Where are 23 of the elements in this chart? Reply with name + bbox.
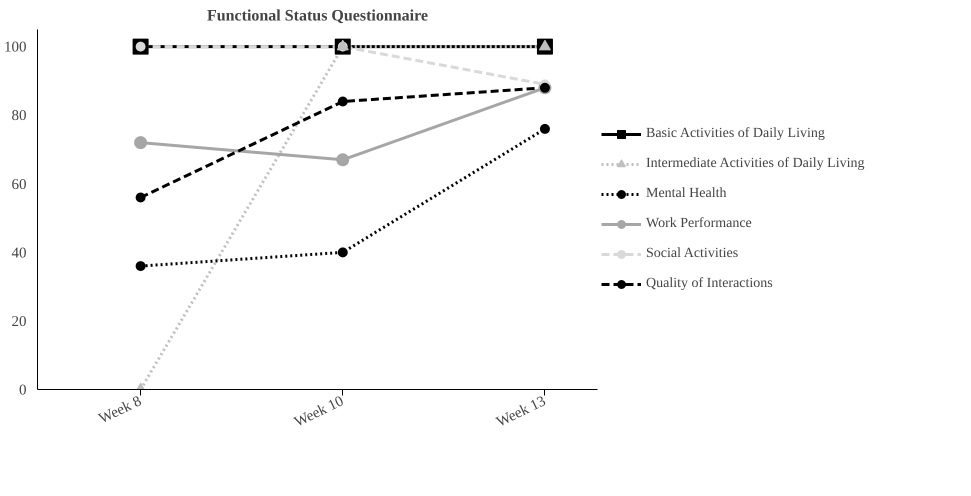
point: [134, 136, 148, 150]
legend-label: Basic Activities of Daily Living: [646, 126, 825, 142]
x-tick-label: Week 8: [96, 393, 144, 428]
y-tick-label: 80: [12, 108, 26, 124]
y-tick-label: 40: [12, 245, 26, 262]
point: [336, 153, 350, 166]
legend-label: Social Activities: [646, 246, 738, 262]
point: [540, 124, 550, 134]
point: [338, 247, 348, 258]
y-tick-label: 100: [4, 40, 26, 56]
legend-label: Mental Health: [646, 186, 726, 202]
legend-label: Intermediate Activities of Daily Living: [646, 156, 864, 172]
point: [338, 96, 348, 106]
y-tick-label: 20: [12, 314, 26, 330]
y-tick-label: 60: [12, 176, 26, 193]
point: [136, 192, 146, 202]
point: [136, 261, 146, 272]
x-tick-label: Week 13: [494, 393, 548, 431]
x-tick-label: Week 10: [292, 393, 346, 431]
legend-label: Work Performance: [646, 216, 752, 232]
chart-title: Functional Status Questionnaire: [206, 8, 428, 24]
legend-label: Quality of Interactions: [646, 276, 773, 292]
y-tick-label: 0: [19, 382, 26, 398]
